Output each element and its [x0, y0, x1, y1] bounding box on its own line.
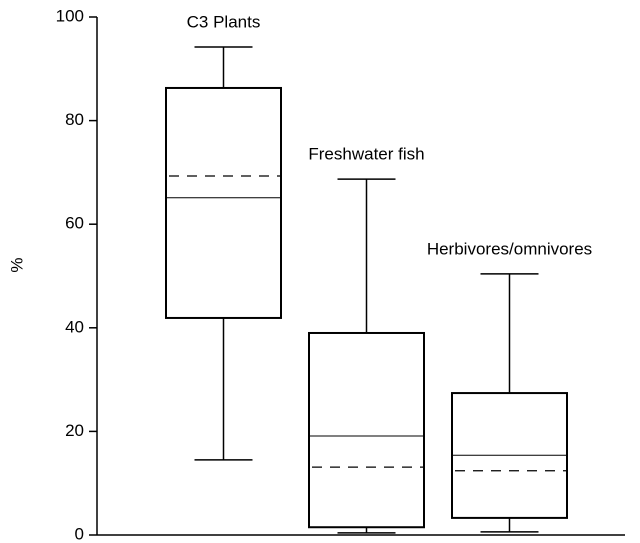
y-axis-label: %	[7, 257, 26, 272]
y-tick-label: 20	[65, 421, 84, 440]
y-tick-label: 100	[56, 6, 84, 25]
y-tick-label: 40	[65, 317, 84, 336]
box-label: Freshwater fish	[308, 145, 424, 164]
y-tick-label: 0	[75, 524, 84, 543]
box	[165, 86, 282, 319]
y-tick-label: 60	[65, 214, 84, 233]
y-tick-label: 80	[65, 110, 84, 129]
box	[308, 331, 425, 529]
box-label: Herbivores/omnivores	[427, 239, 592, 258]
box-label: C3 Plants	[187, 13, 261, 32]
